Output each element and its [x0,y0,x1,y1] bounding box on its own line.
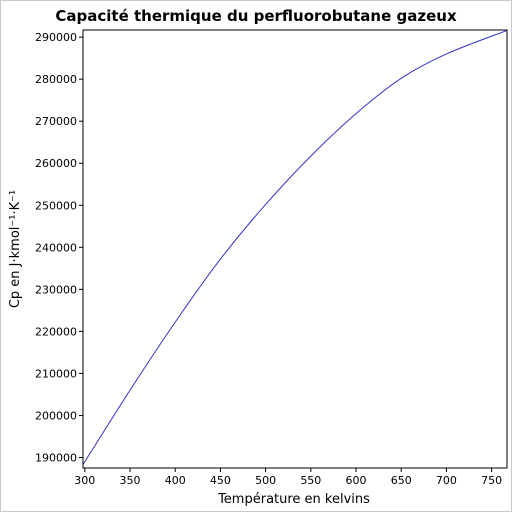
y-tick-label: 200000 [35,409,77,422]
x-tick-label: 300 [74,474,95,487]
x-tick-label: 750 [481,474,502,487]
x-tick-label: 450 [210,474,231,487]
x-tick-label: 650 [391,474,412,487]
y-tick-label: 220000 [35,325,77,338]
x-axis-label: Température en kelvins [217,492,370,507]
y-axis-label: Cp en J·kmol⁻¹·K⁻¹ [8,190,23,308]
x-axis-ticks: 300 350 400 450 500 550 600 650 700 750 [74,468,502,487]
y-tick-label: 280000 [35,73,77,86]
y-tick-label: 270000 [35,115,77,128]
chart-title: Capacité thermique du perfluorobutane ga… [55,7,457,25]
x-tick-label: 500 [255,474,276,487]
y-tick-label: 240000 [35,241,77,254]
y-axis-ticks: 190000 200000 210000 220000 230000 240000 2500… [35,31,83,464]
x-tick-label: 400 [165,474,186,487]
series-line-0 [82,29,508,465]
y-tick-label: 230000 [35,283,77,296]
y-tick-label: 290000 [35,31,77,44]
y-tick-label: 260000 [35,157,77,170]
x-tick-label: 550 [300,474,321,487]
plot-area [82,29,508,469]
y-tick-label: 190000 [35,451,77,464]
y-tick-label: 210000 [35,367,77,380]
x-tick-label: 600 [346,474,367,487]
x-tick-label: 350 [120,474,141,487]
series-group [82,29,508,465]
x-tick-label: 700 [436,474,457,487]
y-tick-label: 250000 [35,199,77,212]
